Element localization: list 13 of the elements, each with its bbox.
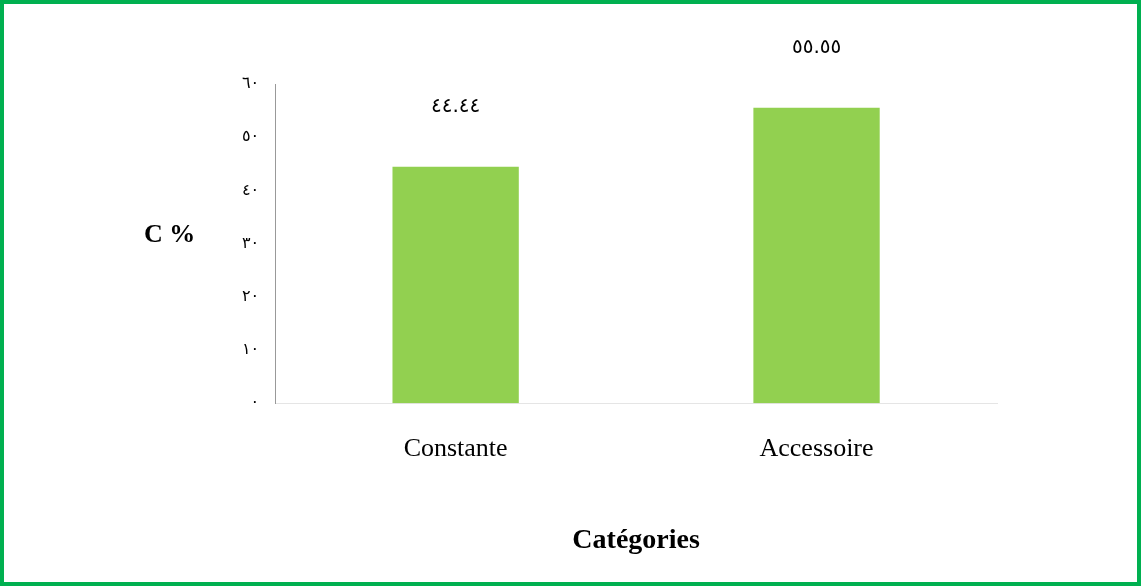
y-tick-label: ٢٠: [242, 285, 260, 305]
y-tick-label: ١٠: [242, 339, 260, 359]
x-tick-label: Accessoire: [759, 432, 874, 462]
y-axis-title: C %: [144, 219, 196, 249]
y-tick-label: ٣٠: [242, 232, 260, 252]
y-tick-label: ٠: [250, 392, 260, 412]
x-axis-title: Catégories: [572, 523, 700, 555]
y-tick-label: ٥٠: [242, 126, 260, 146]
x-tick-label: Constante: [403, 432, 508, 462]
y-tick-label: ٦٠: [242, 73, 260, 93]
data-label: ٤٤.٤٤: [430, 92, 481, 117]
y-tick-label: ٤٠: [242, 179, 260, 199]
data-label: ٥٥.٥٥: [791, 33, 842, 58]
